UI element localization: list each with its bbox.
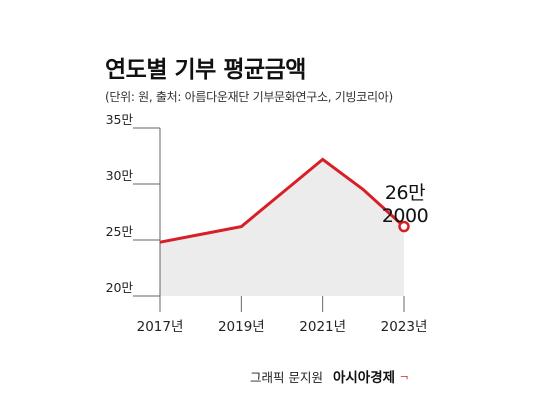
annotation-line1: 26만 [385, 182, 425, 204]
series-line [159, 157, 406, 244]
credit-label: 그래픽 문지원 [250, 370, 323, 385]
y-tick-label: 25만 [106, 224, 134, 239]
annotation-line2: 2000 [382, 205, 428, 227]
x-tick-label: 2017년 [137, 319, 184, 335]
chart-title: 연도별 기부 평균금액 [105, 57, 306, 83]
end-point-marker [398, 220, 410, 233]
y-tick-label: 20만 [106, 280, 134, 295]
x-tick-label: 2021년 [299, 319, 346, 335]
y-tick-label: 35만 [106, 112, 134, 127]
x-tick-label: 2019년 [218, 319, 265, 335]
area-fill [160, 159, 404, 296]
x-tick-label: 2023년 [381, 319, 428, 335]
brand-mark-icon: ᆨ [399, 368, 410, 381]
chart-subtitle: (단위: 원, 출처: 아름다운재단 기부문화연구소, 기빙코리아) [105, 90, 393, 104]
line-layer [159, 157, 410, 244]
brand-logo-text: 아시아경제 [332, 370, 396, 386]
axis-layer: 20만 25만 30만 35만 2017년 2019년 2021년 2023년 [106, 112, 428, 335]
y-tick-label: 30만 [106, 168, 134, 183]
area-layer [160, 159, 404, 296]
credit: 그래픽 문지원 아시아경제 ᆨ [250, 366, 409, 386]
